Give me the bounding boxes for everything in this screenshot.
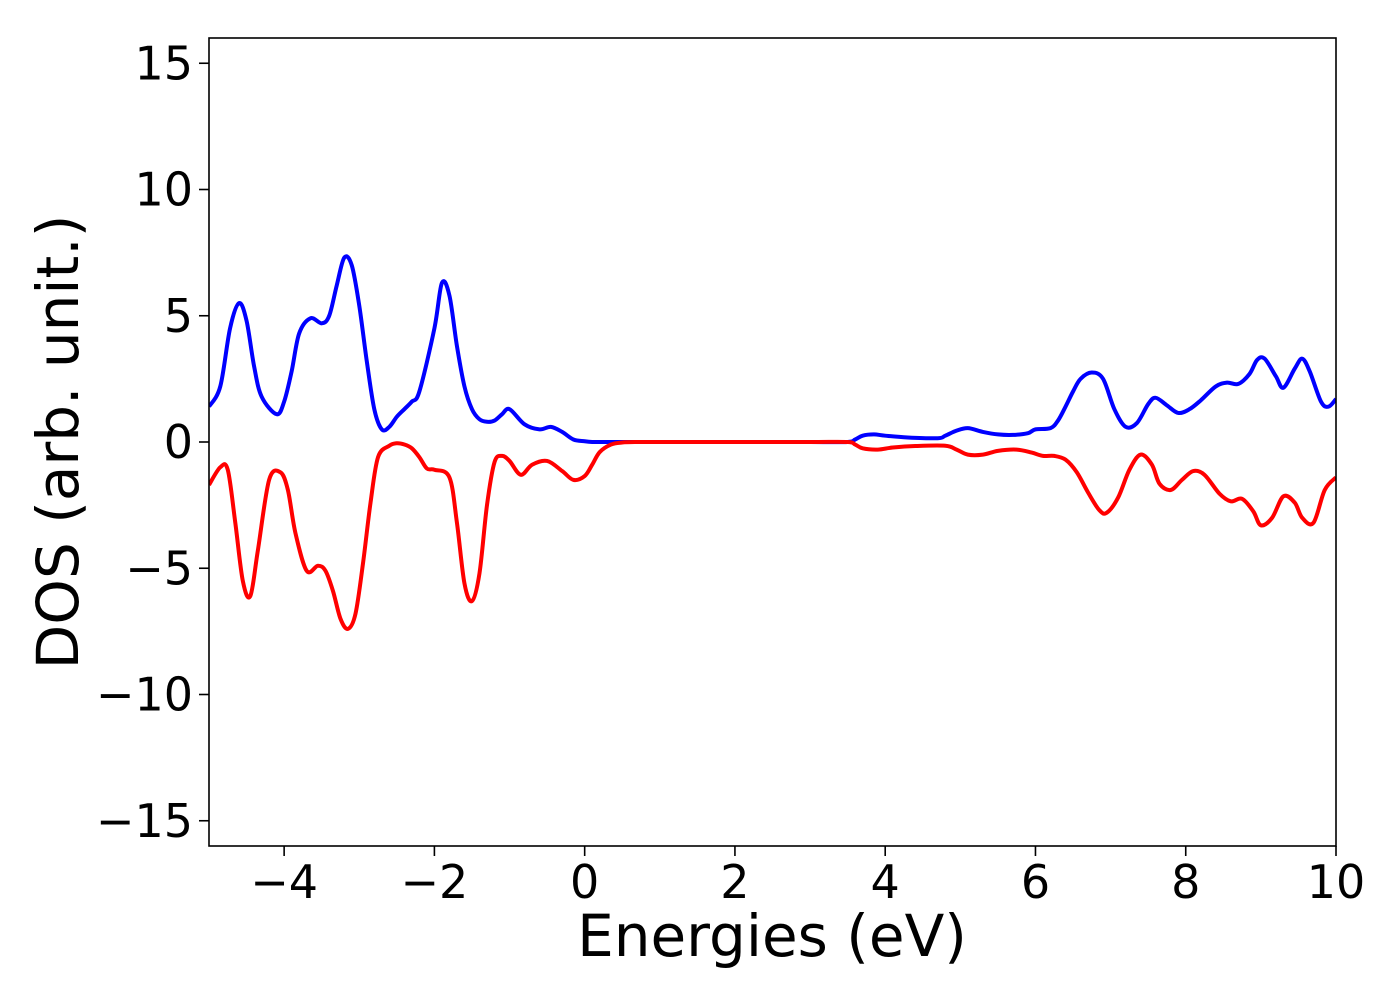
series-layer — [209, 254, 1336, 631]
x-tick-label: −4 — [250, 855, 318, 909]
y-axis-label: DOS (arb. unit.) — [24, 215, 92, 670]
y-tick-label: −5 — [125, 541, 193, 595]
y-axis: 15 10 5 0 −5 −10 −15 — [96, 36, 209, 848]
x-tick-label: −2 — [400, 855, 468, 909]
x-tick-label: 4 — [871, 855, 900, 909]
x-tick-label: 0 — [570, 855, 599, 909]
y-tick-label: −15 — [96, 794, 193, 848]
y-tick-label: 5 — [164, 289, 193, 343]
y-tick-label: 15 — [134, 36, 193, 90]
y-tick-label: 10 — [134, 163, 193, 217]
x-tick-label: 10 — [1307, 855, 1366, 909]
x-tick-label: 8 — [1171, 855, 1200, 909]
series-line-red — [209, 439, 1336, 631]
x-tick-label: 2 — [720, 855, 749, 909]
x-axis: −4 −2 0 2 4 6 8 10 — [250, 846, 1365, 909]
x-axis-label: Energies (eV) — [577, 902, 967, 970]
x-tick-label: 6 — [1021, 855, 1050, 909]
y-tick-label: 0 — [164, 415, 193, 469]
y-tick-label: −10 — [96, 668, 193, 722]
